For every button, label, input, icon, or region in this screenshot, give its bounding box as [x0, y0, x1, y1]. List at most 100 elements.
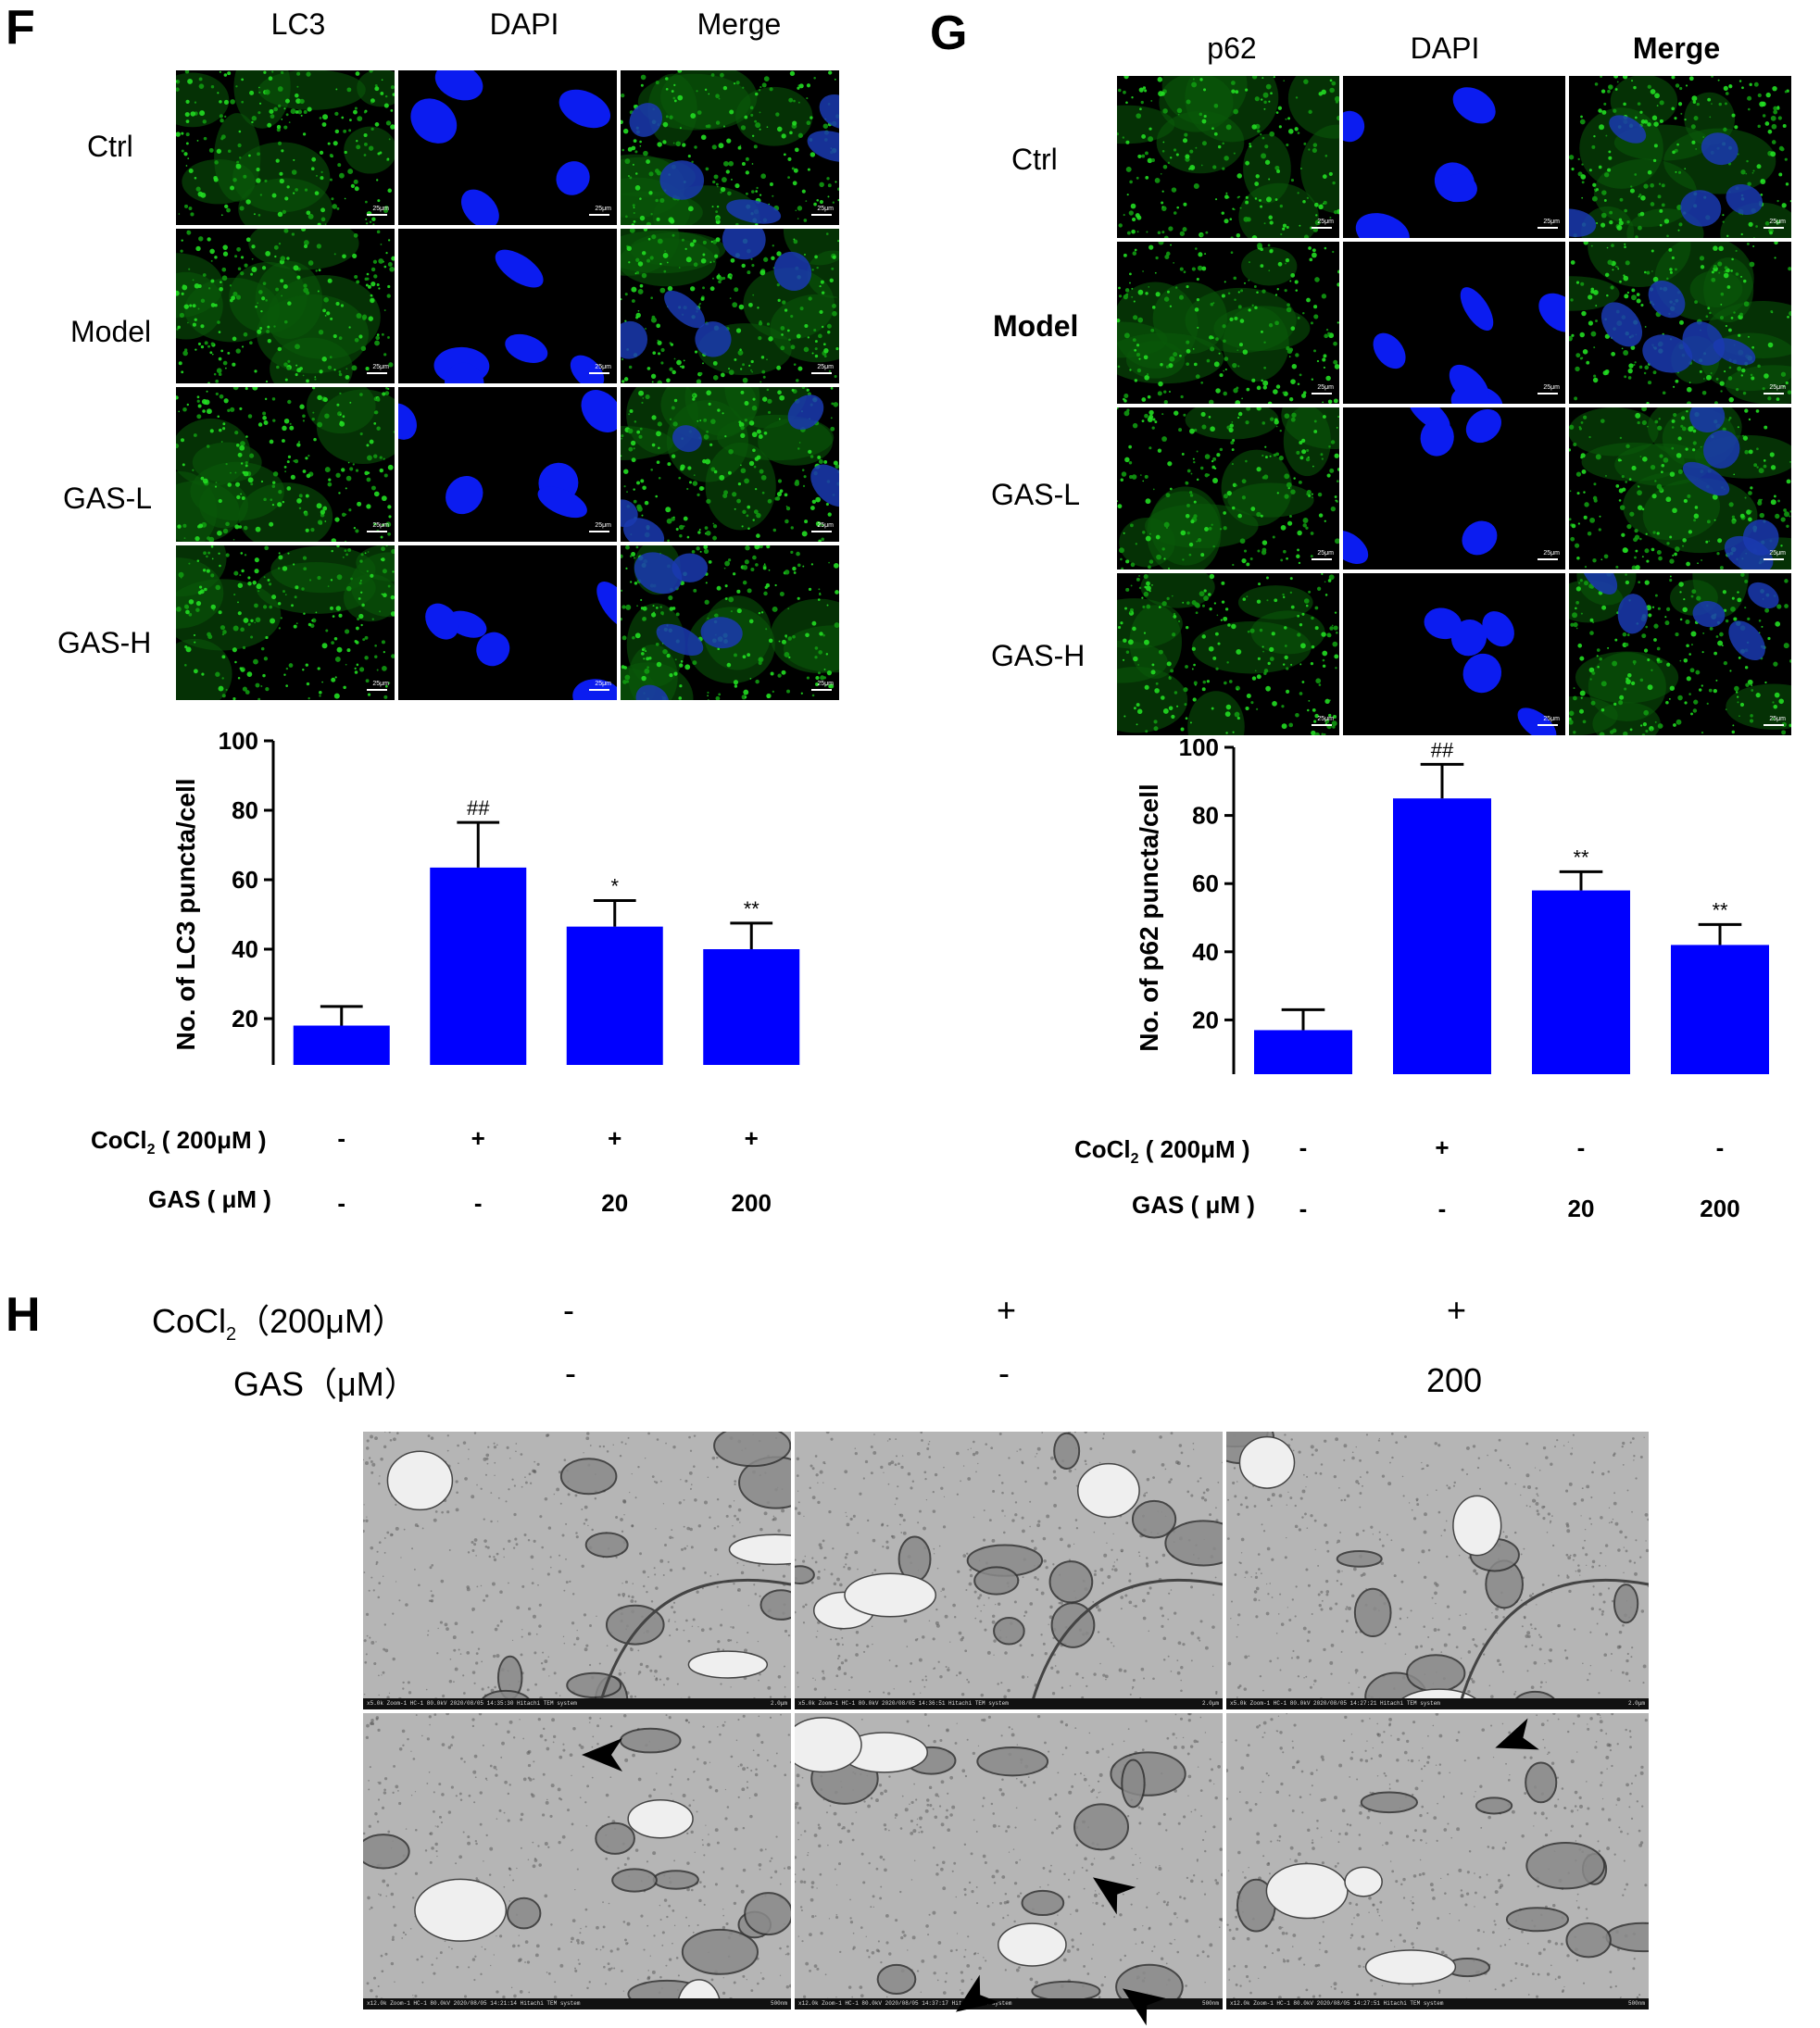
- scale-bar: [1764, 227, 1784, 229]
- panel-g-header-merge: Merge: [1584, 31, 1769, 66]
- panel-g-image-r3-c2: 25μm: [1343, 407, 1565, 570]
- panel-f-header-lc3: LC3: [206, 7, 391, 42]
- panel-f-header-dapi: DAPI: [432, 7, 617, 42]
- tem-image-r1-c2: x5.0k Zoom-1 HC-1 80.0kV 2020/08/05 14:3…: [795, 1432, 1223, 1709]
- y-tick-label: 100: [1179, 733, 1219, 761]
- panel-h-gas-value-3: 200: [1426, 1361, 1482, 1400]
- chart-lc3-puncta: 020406080100No. of LC3 puncta/cell##***: [139, 722, 843, 1065]
- panel-g-header-dapi: DAPI: [1352, 31, 1538, 66]
- panel-f-row-model: Model: [70, 315, 151, 349]
- panel-g-image-r4-c1: 25μm: [1117, 573, 1339, 735]
- bar-Model: [430, 868, 526, 1065]
- panel-f-image-r1-c3: 25μm: [621, 70, 839, 225]
- panel-g-row-gas-h: GAS-H: [991, 639, 1085, 673]
- arrowhead-marker: [1111, 1972, 1167, 2028]
- arrowhead-marker: [1082, 1861, 1137, 1917]
- panel-g-image-r3-c3: 25μm: [1569, 407, 1791, 570]
- panel-g-image-r4-c2: 25μm: [1343, 573, 1565, 735]
- panel-g-image-r1-c2: 25μm: [1343, 76, 1565, 238]
- arrowhead-marker: [945, 1972, 1000, 2028]
- tem-scale-label: 500nm: [1628, 1998, 1645, 2009]
- scale-label: 25μm: [1769, 219, 1786, 225]
- tem-footer: x5.0k Zoom-1 HC-1 80.0kV 2020/08/05 14:2…: [1226, 1698, 1649, 1709]
- y-tick-label: 60: [232, 866, 258, 894]
- panel-g-letter: G: [930, 6, 967, 61]
- scale-bar: [367, 214, 387, 216]
- panel-f-header-merge: Merge: [646, 7, 832, 42]
- scale-bar: [1312, 227, 1332, 229]
- panel-g-image-r3-c1: 25μm: [1117, 407, 1339, 570]
- scale-label: 25μm: [1543, 716, 1560, 722]
- scale-label: 25μm: [1769, 716, 1786, 722]
- scale-label: 25μm: [1543, 384, 1560, 391]
- bar-GAS-H: [703, 949, 799, 1065]
- panel-f-image-r4-c1: 25μm: [176, 545, 395, 700]
- scale-label: 25μm: [1317, 550, 1334, 557]
- chart-g-gas-value-3: 20: [1544, 1195, 1618, 1223]
- scale-bar: [367, 372, 387, 374]
- chart-f-cocl2-value-1: -: [305, 1124, 379, 1153]
- scale-label: 25μm: [595, 206, 611, 212]
- chart-g-gas-value-1: -: [1266, 1195, 1340, 1223]
- panel-g-image-r1-c1: 25μm: [1117, 76, 1339, 238]
- panel-f-image-r2-c1: 25μm: [176, 229, 395, 383]
- scale-bar: [1538, 558, 1558, 560]
- panel-h-letter: H: [6, 1287, 41, 1343]
- chart-g-cocl2-value-2: +: [1405, 1133, 1479, 1162]
- panel-g-row-model: Model: [993, 309, 1078, 344]
- bar-Ctrl: [294, 1026, 390, 1066]
- chart-f-gas-value-1: -: [305, 1189, 379, 1218]
- scale-label: 25μm: [817, 681, 834, 687]
- bar-GAS-L: [567, 927, 663, 1065]
- chart-f-cocl2-value-2: +: [441, 1124, 515, 1153]
- scale-bar: [367, 689, 387, 691]
- scale-label: 25μm: [1769, 384, 1786, 391]
- chart-f-gas-value-4: 200: [714, 1189, 788, 1218]
- scale-label: 25μm: [817, 206, 834, 212]
- panel-f-image-r2-c2: 25μm: [398, 229, 617, 383]
- chart-g-cocl2-value-4: -: [1683, 1133, 1757, 1162]
- scale-label: 25μm: [372, 206, 389, 212]
- y-tick-label: 100: [219, 727, 258, 755]
- scale-bar: [811, 531, 832, 532]
- tem-image-r1-c3: x5.0k Zoom-1 HC-1 80.0kV 2020/08/05 14:2…: [1226, 1432, 1649, 1709]
- y-tick-label: 20: [1192, 1006, 1219, 1033]
- scale-label: 25μm: [1317, 219, 1334, 225]
- panel-f-image-r2-c3: 25μm: [621, 229, 839, 383]
- tem-footer: x5.0k Zoom-1 HC-1 80.0kV 2020/08/05 14:3…: [795, 1698, 1223, 1709]
- scale-label: 25μm: [595, 364, 611, 370]
- scale-bar: [1764, 558, 1784, 560]
- scale-bar: [1312, 558, 1332, 560]
- panel-g-header-p62: p62: [1139, 31, 1324, 66]
- panel-f-letter: F: [6, 0, 35, 56]
- chart-g-cocl2-label: CoCl2 ( 200μM ): [1074, 1135, 1250, 1168]
- tem-scale-label: 2.0μm: [1202, 1698, 1219, 1709]
- y-axis-label: No. of LC3 puncta/cell: [171, 778, 200, 1050]
- panel-h-cocl2-value-3: +: [1447, 1291, 1466, 1330]
- scale-label: 25μm: [817, 522, 834, 529]
- y-tick-label: 40: [1192, 938, 1219, 966]
- panel-f-image-r1-c2: 25μm: [398, 70, 617, 225]
- scale-label: 25μm: [1769, 550, 1786, 557]
- tem-footer: x5.0k Zoom-1 HC-1 80.0kV 2020/08/05 14:3…: [363, 1698, 791, 1709]
- chart-f-gas-value-2: -: [441, 1189, 515, 1218]
- scale-bar: [1538, 393, 1558, 394]
- panel-g-row-gas-l: GAS-L: [991, 478, 1080, 512]
- panel-f-image-r4-c2: 25μm: [398, 545, 617, 700]
- y-tick-label: 20: [232, 1005, 258, 1033]
- chart-g-gas-value-2: -: [1405, 1195, 1479, 1223]
- panel-h-cocl2-value-2: +: [997, 1291, 1016, 1330]
- tem-footer: x12.0k Zoom-1 HC-1 80.0kV 2020/08/05 14:…: [363, 1998, 791, 2009]
- panel-f-image-r1-c1: 25μm: [176, 70, 395, 225]
- panel-g-image-r4-c3: 25μm: [1569, 573, 1791, 735]
- significance-mark: **: [744, 897, 760, 920]
- chart-g-cocl2-value-3: -: [1544, 1133, 1618, 1162]
- scale-label: 25μm: [372, 364, 389, 370]
- arrowhead-marker: [574, 1727, 630, 1783]
- scale-label: 25μm: [595, 681, 611, 687]
- arrowhead-marker: [1487, 1713, 1542, 1769]
- chart-f-gas-value-3: 20: [578, 1189, 652, 1218]
- scale-bar: [589, 214, 609, 216]
- scale-bar: [1538, 227, 1558, 229]
- scale-bar: [367, 531, 387, 532]
